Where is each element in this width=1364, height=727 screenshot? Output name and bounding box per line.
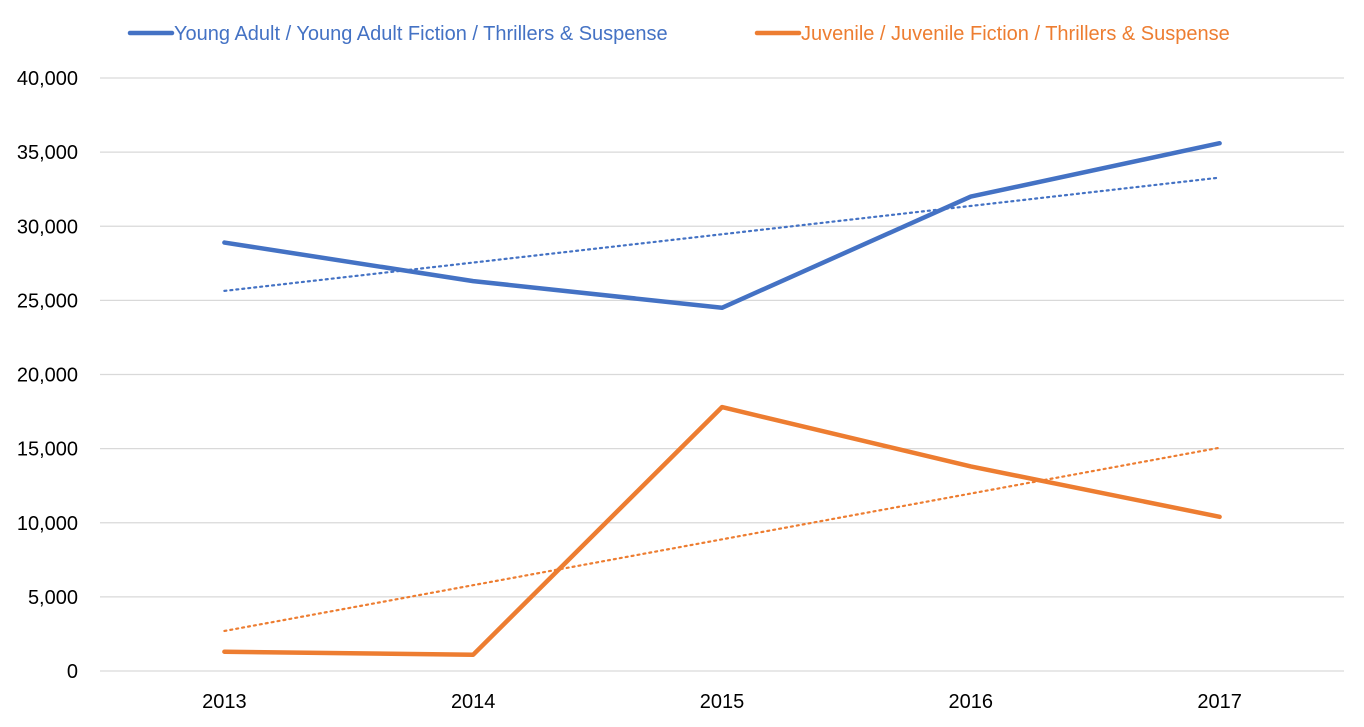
x-tick-label: 2015 [700, 691, 745, 713]
y-tick-label: 20,000 [17, 365, 78, 387]
y-axis-tick-labels: 0 5,000 10,000 15,000 20,000 25,000 30,000 35,0… [17, 68, 78, 683]
y-tick-label: 5,000 [28, 587, 78, 609]
legend: Young Adult / Young Adult Fiction / Thri… [127, 23, 1230, 45]
y-tick-label: 10,000 [17, 513, 78, 535]
legend-label: Juvenile / Juvenile Fiction / Thrillers … [801, 23, 1230, 45]
y-tick-label: 15,000 [17, 439, 78, 461]
x-tick-label: 2017 [1197, 691, 1242, 713]
series-line-1 [222, 140, 1222, 311]
gridlines [100, 77, 1344, 672]
y-tick-label: 30,000 [17, 216, 78, 238]
y-tick-label: 0 [67, 661, 78, 683]
legend-label: Young Adult / Young Adult Fiction / Thri… [174, 23, 668, 45]
trendline-series-1 [223, 176, 1221, 292]
x-tick-label: 2016 [949, 691, 994, 713]
x-tick-label: 2013 [202, 691, 247, 713]
y-tick-label: 40,000 [17, 68, 78, 90]
trendlines [223, 176, 1221, 633]
series-lines [222, 140, 1222, 657]
series-line-2 [222, 404, 1222, 657]
y-tick-label: 25,000 [17, 290, 78, 312]
x-axis-tick-labels: 2013 2014 2015 2016 2017 [202, 691, 1242, 713]
trendline-series-2 [223, 446, 1221, 633]
x-tick-label: 2014 [451, 691, 496, 713]
y-tick-label: 35,000 [17, 142, 78, 164]
